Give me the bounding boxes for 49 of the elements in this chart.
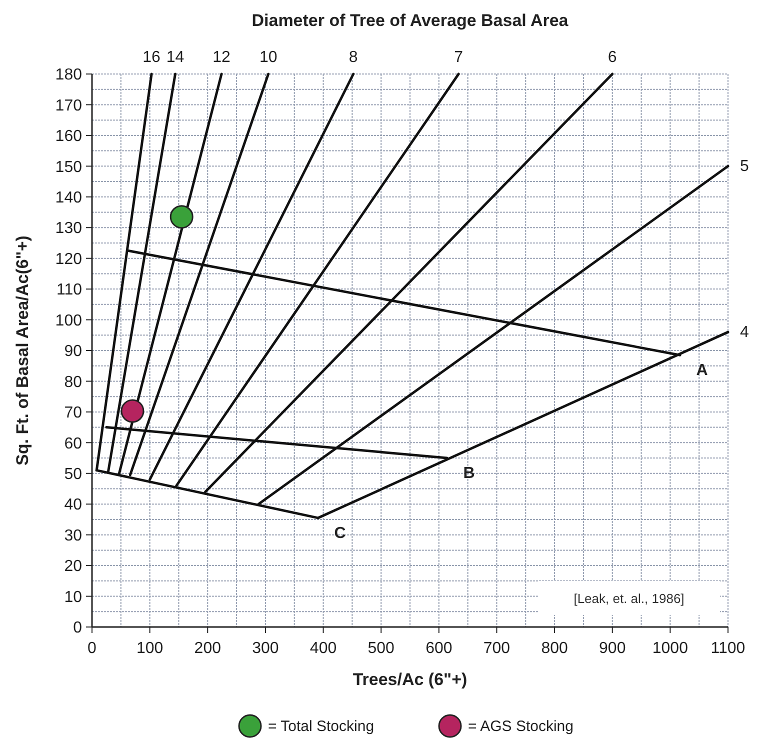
y-tick-label: 20 (64, 558, 82, 576)
x-tick-label: 1000 (652, 640, 688, 657)
x-tick-label: 0 (88, 640, 97, 657)
series-label: A (696, 362, 708, 380)
y-tick-label: 10 (64, 588, 82, 606)
y-tick-label: 80 (64, 374, 82, 391)
y-tick-label: 170 (55, 97, 82, 114)
y-tick-label: 0 (73, 620, 82, 637)
annotation: [Leak, et. al., 1986] (574, 591, 684, 606)
y-tick-label: 140 (55, 189, 82, 206)
series-label: B (463, 465, 475, 482)
y-tick-label: 40 (64, 496, 82, 514)
y-tick-label: 70 (64, 404, 82, 422)
x-tick-label: 500 (368, 640, 395, 657)
x-tick-label: 600 (426, 640, 452, 657)
y-tick-label: 130 (55, 220, 82, 238)
chart-title: Diameter of Tree of Average Basal Area (252, 11, 569, 30)
series-label: 16 (142, 49, 161, 66)
y-tick-label: 110 (56, 282, 82, 299)
y-axis-title: Sq. Ft. of Basal Area/Ac(6"+) (13, 236, 32, 466)
y-tick-label: 160 (55, 128, 82, 146)
x-tick-label: 1100 (710, 640, 746, 657)
series-label: 8 (348, 49, 358, 66)
x-tick-label: 400 (310, 640, 337, 657)
legend-label: = Total Stocking (268, 718, 374, 735)
y-tick-label: 100 (55, 312, 82, 330)
y-tick-label: 30 (64, 527, 82, 544)
series-label: 5 (740, 158, 749, 176)
x-tick-label: 900 (599, 640, 626, 657)
x-tick-label: 100 (136, 640, 164, 657)
x-axis-title: Trees/Ac (6"+) (352, 670, 468, 689)
x-tick-label: 800 (541, 640, 568, 657)
series-label: 12 (212, 49, 231, 66)
series-label: 14 (166, 49, 184, 66)
x-tick-label: 200 (194, 640, 222, 657)
y-tick-label: 90 (64, 343, 82, 360)
series-label: C (334, 524, 346, 542)
series-label: 4 (740, 324, 749, 342)
x-tick-label: 300 (252, 640, 279, 657)
x-tick-label: 700 (483, 640, 510, 657)
y-tick-label: 150 (55, 158, 82, 176)
series-label: 7 (454, 49, 464, 66)
series-label: 10 (259, 49, 278, 66)
y-tick-label: 50 (64, 466, 82, 483)
y-tick-label: 60 (64, 435, 82, 452)
series-label: 6 (608, 49, 617, 66)
legend-label: = AGS Stocking (468, 718, 574, 735)
y-tick-label: 180 (55, 66, 82, 84)
y-tick-label: 120 (55, 250, 82, 268)
